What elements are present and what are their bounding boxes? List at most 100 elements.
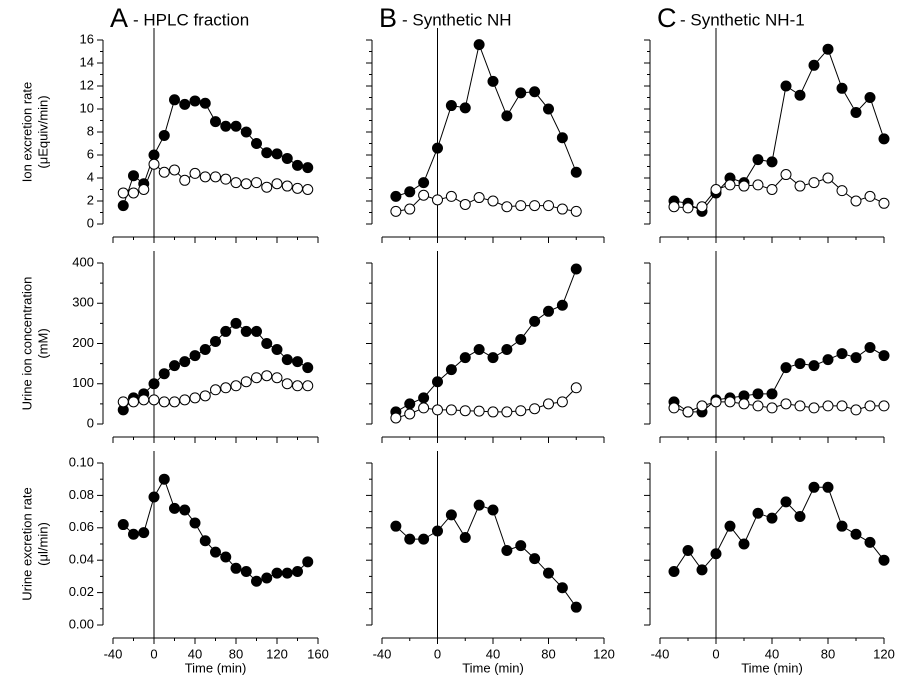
data-point bbox=[292, 182, 303, 194]
data-point bbox=[240, 325, 252, 337]
data-point bbox=[128, 187, 139, 199]
x-tick-label: 120 bbox=[266, 646, 288, 661]
data-point bbox=[515, 405, 527, 417]
data-point bbox=[169, 94, 180, 106]
data-point bbox=[390, 205, 402, 217]
x-tick-label: 80 bbox=[821, 646, 835, 661]
data-point bbox=[808, 481, 820, 493]
y-tick-label: 0.08 bbox=[69, 487, 94, 502]
data-point bbox=[432, 194, 443, 206]
data-point bbox=[281, 378, 293, 390]
data-point bbox=[710, 548, 722, 560]
data-point bbox=[240, 376, 252, 388]
data-point bbox=[390, 520, 402, 532]
series-line bbox=[673, 346, 885, 413]
data-point bbox=[251, 177, 262, 189]
series-line bbox=[395, 42, 577, 197]
data-point bbox=[529, 200, 541, 212]
data-point bbox=[404, 203, 416, 215]
data-point bbox=[543, 103, 554, 115]
data-point bbox=[302, 162, 314, 174]
data-point bbox=[501, 406, 513, 418]
data-point bbox=[696, 400, 708, 412]
data-point bbox=[404, 398, 416, 410]
y-tick-label: 12 bbox=[80, 77, 94, 92]
data-point bbox=[128, 528, 139, 540]
y-tick-label: 10 bbox=[80, 100, 94, 115]
data-point bbox=[261, 338, 273, 349]
data-point bbox=[271, 178, 283, 190]
data-point bbox=[169, 396, 180, 408]
series-line bbox=[395, 504, 577, 608]
data-point bbox=[240, 178, 252, 190]
data-point bbox=[199, 97, 211, 109]
data-point bbox=[529, 403, 541, 415]
data-point bbox=[570, 166, 582, 178]
y-axis-label: (μl/min) bbox=[35, 522, 50, 566]
data-point bbox=[836, 185, 848, 197]
x-tick-label: -40 bbox=[104, 646, 123, 661]
data-point bbox=[158, 368, 170, 380]
data-point bbox=[668, 402, 680, 414]
series-line bbox=[673, 173, 885, 209]
data-point bbox=[220, 551, 232, 563]
data-point bbox=[251, 372, 262, 384]
series-line bbox=[673, 486, 885, 572]
data-point bbox=[418, 392, 430, 404]
data-point bbox=[738, 180, 750, 192]
data-point bbox=[210, 335, 221, 347]
data-point bbox=[189, 350, 201, 362]
x-tick-label: 80 bbox=[229, 646, 243, 661]
data-point bbox=[230, 380, 242, 392]
data-point bbox=[179, 356, 191, 368]
data-point bbox=[271, 344, 283, 356]
data-point bbox=[850, 404, 862, 416]
data-point bbox=[766, 184, 778, 195]
y-tick-label: 0 bbox=[87, 215, 94, 230]
data-point bbox=[570, 263, 582, 275]
panel-title: - HPLC fraction bbox=[133, 10, 249, 29]
data-point bbox=[230, 177, 242, 189]
data-point bbox=[390, 190, 402, 202]
data-point bbox=[302, 362, 314, 374]
x-tick-label: 40 bbox=[188, 646, 202, 661]
data-point bbox=[543, 200, 554, 212]
data-point bbox=[570, 382, 582, 394]
data-point bbox=[179, 98, 191, 110]
data-point bbox=[864, 92, 876, 103]
data-point bbox=[738, 398, 750, 410]
data-point bbox=[543, 567, 554, 579]
data-point bbox=[199, 344, 211, 356]
data-point bbox=[752, 400, 764, 412]
data-point bbox=[128, 396, 139, 408]
x-tick-label: 120 bbox=[873, 646, 895, 661]
data-point bbox=[808, 59, 820, 71]
data-point bbox=[850, 106, 862, 118]
data-point bbox=[261, 147, 273, 159]
x-tick-label: 40 bbox=[486, 646, 500, 661]
x-axis-label: Time (min) bbox=[741, 660, 803, 675]
data-point bbox=[459, 405, 471, 417]
data-point bbox=[878, 554, 890, 566]
data-point bbox=[261, 181, 273, 193]
y-tick-label: 400 bbox=[72, 254, 94, 269]
data-point bbox=[808, 360, 820, 372]
data-point bbox=[271, 148, 283, 160]
data-point bbox=[836, 400, 848, 412]
data-point bbox=[240, 566, 252, 578]
data-point bbox=[752, 507, 764, 519]
y-axis-label: Ion excretion rate bbox=[19, 82, 34, 182]
data-point bbox=[836, 520, 848, 532]
data-point bbox=[878, 400, 890, 412]
data-point bbox=[780, 80, 792, 92]
y-axis-label: (mM) bbox=[35, 328, 50, 358]
data-point bbox=[724, 179, 736, 191]
data-point bbox=[148, 158, 160, 170]
data-point bbox=[556, 132, 568, 144]
y-axis-label: Urine ion concentration bbox=[19, 277, 34, 411]
data-point bbox=[794, 358, 806, 370]
data-point bbox=[189, 167, 201, 179]
data-point bbox=[138, 527, 150, 539]
data-point bbox=[220, 325, 232, 337]
data-point bbox=[292, 356, 303, 368]
